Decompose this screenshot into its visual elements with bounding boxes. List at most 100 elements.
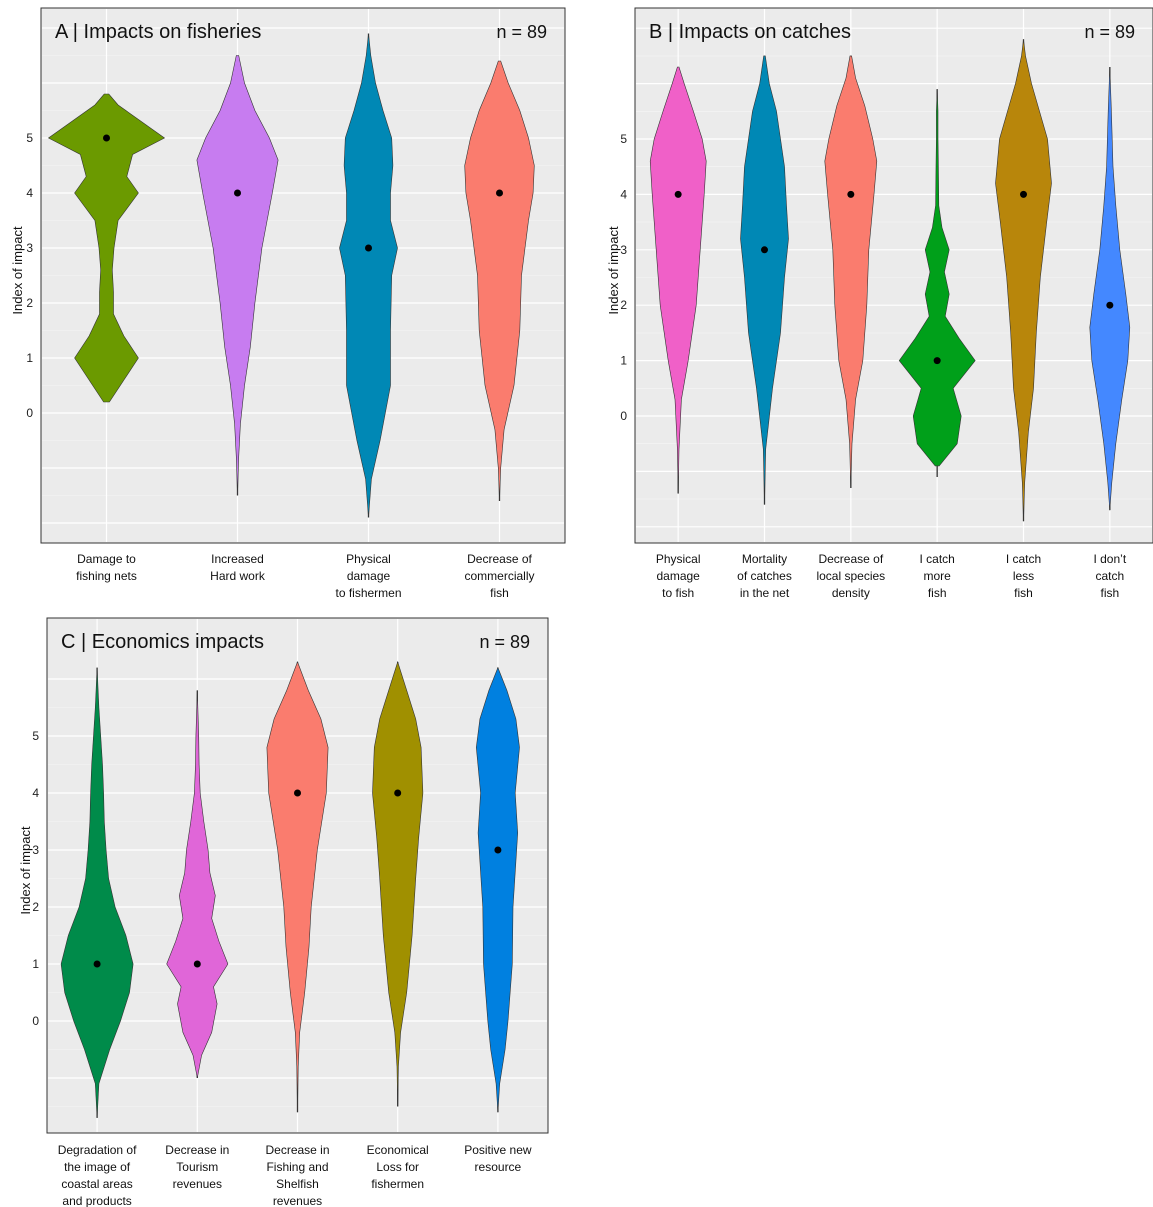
x-category-label: I catch less fish (1006, 552, 1041, 600)
panel-b: 0 1 2 3 4 5 Index of impact B | Impacts on catc… (606, 7, 1153, 600)
x-category-label-line: Increased (211, 552, 264, 566)
x-category-label: Degradation of the image of coastal areas a… (58, 1143, 137, 1207)
x-category-label-line: more (923, 569, 951, 583)
median-point (103, 134, 110, 142)
x-category-label-line: fishing nets (76, 569, 137, 583)
x-category-label-line: Loss for (376, 1160, 419, 1174)
x-category-label-line: I catch (919, 552, 954, 566)
x-category-label: Decrease of commercially fish (464, 552, 534, 600)
x-category-label: Damage to fishing nets (76, 552, 137, 583)
x-category-label-line: Degradation of (58, 1143, 137, 1157)
median-point (93, 960, 101, 968)
y-tick-label: 4 (620, 187, 627, 201)
violin-shape (47, 93, 166, 403)
y-tick-label: 1 (26, 351, 33, 365)
y-axis-label: Index of impact (606, 226, 621, 315)
x-category-label-line: resource (475, 1160, 522, 1174)
median-point (394, 789, 402, 797)
sample-size-label: n = 89 (479, 632, 530, 652)
x-category-label-line: fish (1014, 586, 1033, 600)
violin-shape (740, 55, 789, 505)
violin-shape (995, 39, 1052, 522)
x-category-label-line: Physical (346, 552, 391, 566)
x-category-label-line: Fishing and (266, 1160, 328, 1174)
violin-shape (266, 661, 329, 1113)
x-category-label-line: to fishermen (335, 586, 401, 600)
x-category-label: I catch more fish (919, 552, 954, 600)
panel-title: A | Impacts on fisheries (55, 21, 261, 43)
median-point (1106, 301, 1114, 309)
x-category-label: Economical Loss for fishermen (367, 1143, 429, 1191)
violin-shape (339, 33, 398, 518)
y-tick-label: 0 (620, 409, 627, 423)
x-category-label-line: to fish (662, 586, 694, 600)
x-category-label: Decrease in Tourism revenues (165, 1143, 229, 1191)
y-tick-label: 2 (620, 298, 627, 312)
x-category-label: Physical damage to fish (656, 552, 701, 600)
x-category-label: Physical damage to fishermen (335, 552, 401, 600)
panel-title: B | Impacts on catches (649, 21, 851, 43)
x-category-label-line: fish (490, 586, 509, 600)
x-category-label-line: in the net (740, 586, 790, 600)
y-tick-label: 5 (26, 131, 33, 145)
x-category-label-line: damage (347, 569, 391, 583)
x-category-label-line: I catch (1006, 552, 1041, 566)
x-category-label-line: fishermen (371, 1177, 424, 1191)
panel-c: 0 1 2 3 4 5 Index of impact C | Economics impac… (18, 617, 549, 1207)
x-category-label-line: Shelfish (276, 1177, 319, 1191)
y-axis-label: Index of impact (10, 226, 25, 315)
x-category-label-line: catch (1095, 569, 1124, 583)
x-category-label-line: revenues (173, 1177, 222, 1191)
x-category-label: Positive new resource (464, 1143, 532, 1174)
plot-background (634, 7, 1153, 544)
y-tick-label: 1 (32, 957, 39, 971)
median-point (1020, 190, 1027, 198)
y-tick-label: 0 (32, 1014, 39, 1028)
x-category-label-line: Tourism (176, 1160, 218, 1174)
violin-shape (372, 660, 424, 1107)
x-category-label-line: I don’t (1093, 552, 1126, 566)
y-tick-label: 3 (26, 241, 33, 255)
x-category-label: Decrease of local species density (816, 552, 885, 600)
x-category-label-line: Damage to (77, 552, 136, 566)
median-point (365, 244, 372, 252)
x-category-label: I don’t catch fish (1093, 552, 1126, 600)
x-category-label-line: revenues (273, 1194, 322, 1207)
x-category-label-line: Positive new (464, 1143, 532, 1157)
y-tick-label: 5 (32, 729, 39, 743)
violin-shape (649, 66, 707, 494)
violin-shape (166, 690, 229, 1079)
y-tick-label: 1 (620, 354, 627, 368)
violin-shape (1089, 66, 1131, 511)
median-point (193, 960, 201, 968)
y-tick-label: 3 (620, 243, 627, 257)
median-point (496, 189, 503, 197)
sample-size-label: n = 89 (1084, 22, 1135, 42)
x-category-label-line: and products (62, 1194, 131, 1207)
x-category-label-line: commercially (464, 569, 534, 583)
median-point (494, 846, 502, 854)
x-category-label-line: Physical (656, 552, 701, 566)
x-category-label-line: Decrease of (818, 552, 883, 566)
x-category-label: Decrease in Fishing and Shelfish revenues (265, 1143, 329, 1207)
x-category-label-line: the image of (64, 1160, 131, 1174)
median-point (294, 789, 301, 797)
x-category-label-line: coastal areas (61, 1177, 132, 1191)
y-tick-label: 5 (620, 132, 627, 146)
y-tick-label: 3 (32, 843, 39, 857)
median-point (761, 246, 768, 254)
x-category-label-line: local species (816, 569, 885, 583)
x-category-label-line: Decrease of (467, 552, 532, 566)
violin-shape (464, 60, 535, 502)
x-category-label: Mortality of catches in the net (737, 552, 792, 600)
x-category-label-line: of catches (737, 569, 792, 583)
y-tick-label: 4 (26, 186, 33, 200)
x-category-label-line: Mortality (742, 552, 787, 566)
median-point (234, 189, 241, 197)
y-axis-label: Index of impact (18, 826, 33, 915)
x-category-label-line: less (1013, 569, 1034, 583)
median-point (847, 190, 855, 198)
x-category-label-line: Hard work (210, 569, 266, 583)
panel-title: C | Economics impacts (61, 631, 264, 653)
